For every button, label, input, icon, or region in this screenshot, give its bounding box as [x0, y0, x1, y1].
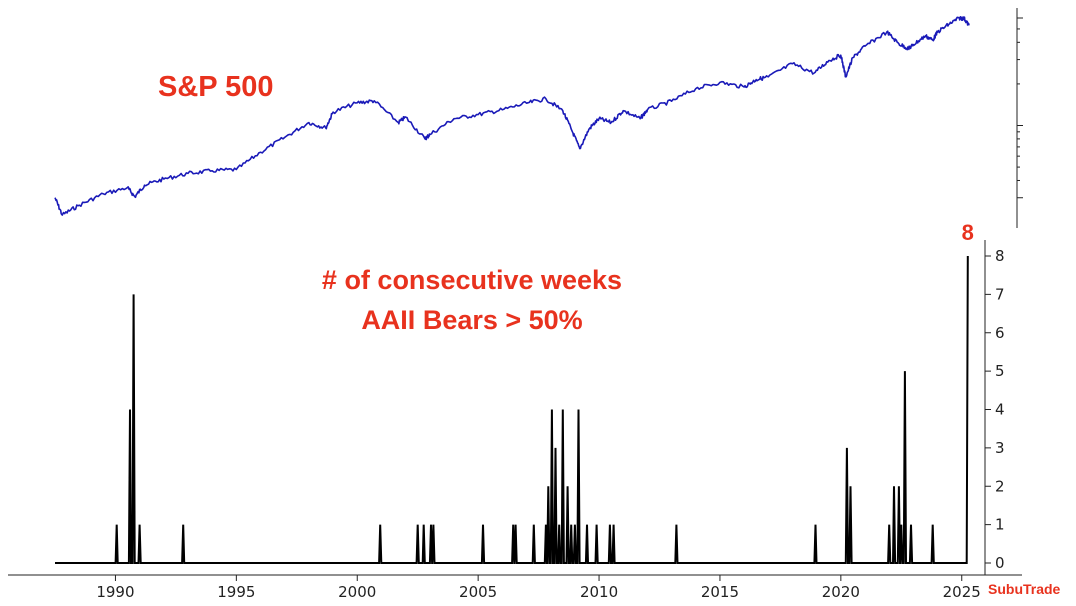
x-tick-label: 1990 [96, 583, 134, 601]
y-tick-label: 2 [995, 477, 1005, 495]
x-tick-label: 2005 [459, 583, 497, 601]
sp500-panel: S&P 500 [54, 8, 1023, 228]
bears-line [55, 255, 969, 564]
y-tick-label: 7 [995, 285, 1005, 303]
bears-panel: # of consecutive weeks AAII Bears > 50% … [8, 220, 1022, 601]
y-tick-label: 6 [995, 324, 1005, 342]
sp500-title: S&P 500 [158, 71, 274, 103]
peak-annotation: 8 [962, 220, 974, 245]
y-tick-label: 0 [995, 554, 1005, 572]
x-tick-label: 2010 [580, 583, 618, 601]
y-axis-ticks: 0 1 2 3 4 5 6 7 8 [985, 247, 1005, 572]
x-tick-label: 2000 [338, 583, 376, 601]
x-tick-label: 2020 [822, 583, 860, 601]
y-tick-label: 3 [995, 439, 1005, 457]
y-tick-label: 5 [995, 362, 1005, 380]
y-tick-label: 8 [995, 247, 1005, 265]
sp500-line [54, 16, 970, 216]
x-tick-label: 2025 [943, 583, 981, 601]
bears-title-line2: AAII Bears > 50% [361, 305, 582, 335]
watermark: SubuTrade [988, 581, 1061, 597]
x-axis-ticks: 1990 1995 2000 2005 2010 2015 2020 2025 [96, 575, 981, 601]
y-tick-label: 4 [995, 401, 1005, 419]
sp500-axis-ticks [1017, 17, 1023, 199]
y-tick-label: 1 [995, 516, 1005, 534]
x-tick-label: 2015 [701, 583, 739, 601]
bears-title-line1: # of consecutive weeks [322, 265, 622, 295]
x-tick-label: 1995 [217, 583, 255, 601]
